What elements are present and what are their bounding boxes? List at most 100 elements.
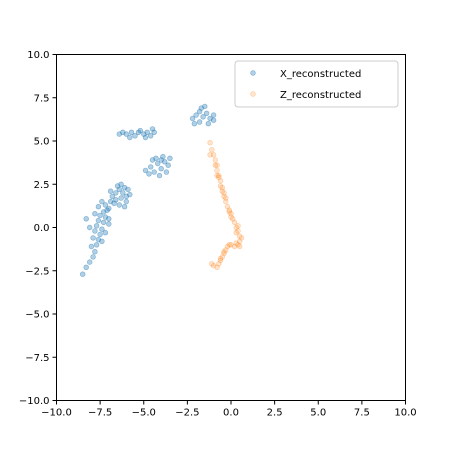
series-1-point [120,190,126,196]
series-2-point [217,255,224,262]
series-1-point [118,195,124,201]
y-axis: −10.0 −7.5 −5.0 −2.5 0.0 2.5 5.0 7.5 10.0 [19,50,57,407]
x-axis: −10.0 −7.5 −5.0 −2.5 0.0 2.5 5.0 7.5 10.0 [41,400,417,419]
series-1-point [86,224,93,231]
series-1-point [198,105,205,111]
series-1-point [99,226,105,232]
series-2-point [207,152,213,158]
series-2-point [214,167,220,174]
series-2-point [217,178,224,184]
series-2-point [210,262,217,269]
series-1-point [149,157,156,163]
series-1-point [113,190,119,196]
series-1-point [95,204,102,210]
series-2-point [219,188,226,194]
series-2-point [207,140,213,146]
series-1-point [95,217,102,224]
series-2-point [216,174,222,181]
series-2-point [237,233,243,239]
series-1-point [127,134,133,141]
series-1-point [121,204,128,210]
series-2-point [224,204,231,210]
x-tick-label: 0.0 [223,408,239,419]
series-2-point [214,264,220,270]
series-1-point [210,112,217,118]
y-tick-label: 10.0 [27,50,49,61]
series-1-point [203,110,210,117]
series-2-point [228,242,234,248]
series-1-point [196,119,203,125]
series-1-point [142,167,149,174]
series-2-point [231,219,238,226]
series-1-point [93,223,100,229]
series-1-point [93,242,100,248]
series-1-point [163,169,170,175]
series-1-point [106,221,112,227]
series-1-point [128,129,135,136]
series-1-point [102,202,109,208]
series-1-point [116,131,123,137]
series-2-point [235,228,241,234]
series-1-point [125,186,131,193]
series-1-point [97,212,103,219]
series-1-point [167,155,173,162]
x-tick-label: −10.0 [41,408,72,419]
series-2-point [226,209,233,215]
series-1-point [107,188,114,194]
series-1-point [142,134,149,141]
series-1-point [158,157,164,163]
series-1-point [155,160,161,167]
series-1-point [132,133,138,139]
series-2-point [237,243,243,250]
series-1-point [148,164,154,170]
series-1-point [158,166,164,172]
series-2-point [209,261,215,267]
series-1-point [144,129,150,136]
legend: X_reconstructed Z_reconstructed [234,60,399,108]
x-tick-label: 2.5 [267,408,283,419]
y-tick-label: 5.0 [34,137,50,148]
y-tick-label: 0.0 [34,223,50,234]
series-1-point [165,162,171,168]
series-1-point [102,230,109,236]
series-1-point [193,112,199,118]
series-1-point [92,249,98,255]
series-2-point [233,230,239,236]
legend-entry-label: X_reconstructed [280,69,361,80]
series-1-point [90,235,96,241]
series-1-point [189,115,196,122]
series-2-point [214,172,220,179]
series-1-point [210,117,217,123]
series-1-point [123,198,130,205]
series-2-point [238,235,245,241]
series-2-point [221,193,227,200]
series-1-point [90,254,96,260]
y-tick-label: −7.5 [25,353,49,364]
points-layer [79,103,245,277]
series-1-point [109,193,116,200]
series-1-point [191,120,198,127]
series-1-point [116,202,123,208]
series-1-point [149,126,156,132]
legend-marker [250,70,256,76]
series-2-point [226,207,233,213]
y-tick-label: −2.5 [25,266,49,277]
series-2-point [212,157,219,163]
series-1-point [205,120,212,127]
series-2-point [231,243,238,250]
series-1-point [83,264,89,270]
series-1-point [137,127,144,134]
y-tick-label: 2.5 [34,180,50,191]
x-tick-label: 10.0 [394,408,416,419]
legend-entry-label: Z_reconstructed [280,90,361,101]
series-2-point [216,172,222,179]
series-2-point [219,254,226,260]
series-2-point [210,152,217,158]
series-1-point [156,172,163,179]
series-2-point [228,211,234,217]
series-2-point [223,195,229,201]
series-1-point [111,200,117,207]
series-1-point [146,171,152,177]
series-2-point [235,223,241,229]
y-tick-label: 7.5 [34,93,50,104]
